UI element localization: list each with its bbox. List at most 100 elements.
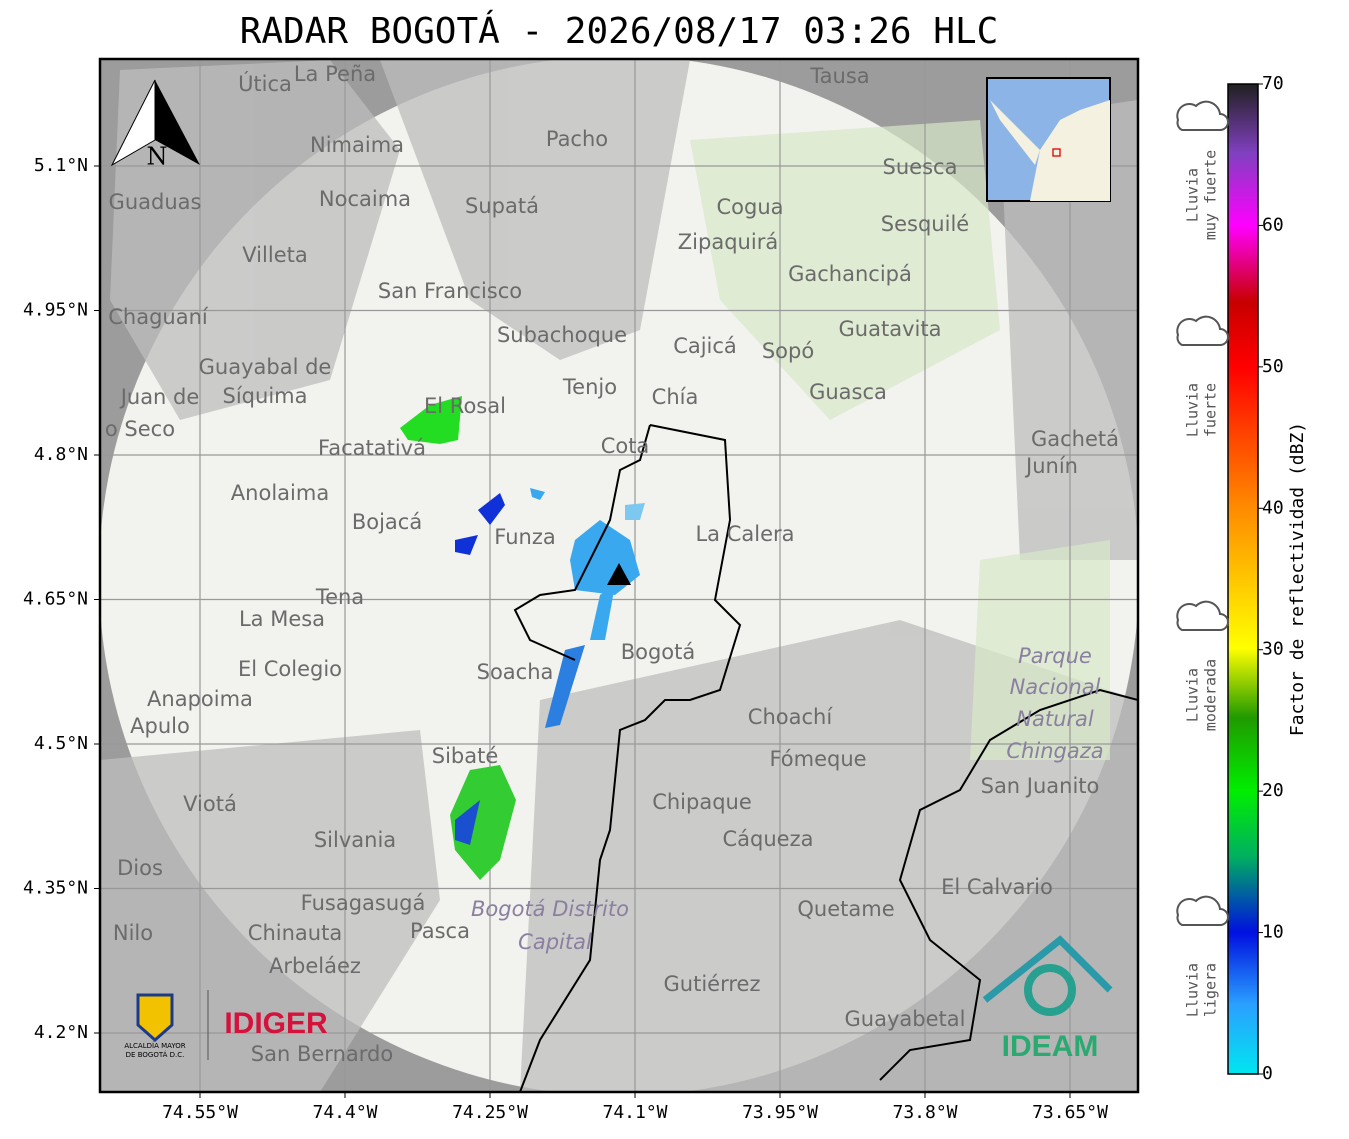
place-label: Bojacá — [352, 510, 422, 534]
place-label: Anolaima — [231, 481, 329, 505]
radar-site — [607, 563, 631, 585]
place-label: Silvania — [314, 828, 396, 852]
title: RADAR BOGOTÁ - 2026/08/17 03:26 HLC — [240, 10, 999, 52]
place-label: Chinauta — [248, 921, 342, 945]
lat-label: 4.35°N — [23, 878, 88, 899]
place-label: Gachetá — [1031, 427, 1119, 451]
rain-category: Lluvia — [1184, 168, 1202, 222]
radar-echoes — [400, 396, 645, 880]
map-frame — [98, 57, 1140, 1094]
place-label: Bogotá — [621, 640, 696, 664]
colorbar-label: Factor de reflectividad (dBZ) — [1287, 422, 1308, 736]
place-label: Guayabal de — [199, 355, 332, 379]
lon-label: 74.55°W — [162, 1102, 238, 1123]
place-label: Nimaima — [310, 133, 404, 157]
colorbar-tick-label: 70 — [1262, 73, 1284, 94]
place-label: Apulo — [130, 714, 190, 738]
place-label: Choachí — [748, 705, 834, 729]
colorbar-tick-label: 40 — [1262, 497, 1284, 518]
place-label: Sesquilé — [881, 212, 969, 236]
place-label: Zipaquirá — [678, 230, 778, 254]
place-label: Sibaté — [432, 744, 499, 768]
place-label: Subachoque — [497, 323, 627, 347]
department-boundary — [879, 688, 1138, 1081]
rain-icon — [1176, 315, 1229, 346]
lon-label: 74.4°W — [312, 1102, 377, 1123]
place-label: Junín — [1024, 454, 1078, 478]
idiger-logo: IDIGER — [224, 1007, 328, 1040]
place-label: Anapoima — [147, 687, 253, 711]
place-label: Síquima — [223, 384, 308, 408]
rain-category: ligera — [1202, 963, 1220, 1017]
place-label: La Mesa — [239, 607, 325, 631]
lat-label: 4.2°N — [34, 1022, 88, 1043]
place-label: Tenjo — [562, 375, 617, 399]
colorbar-tick-label: 10 — [1262, 922, 1284, 943]
place-label: Arbeláez — [269, 954, 361, 978]
place-label: Gachancipá — [788, 262, 912, 286]
place-label: La Calera — [695, 522, 794, 546]
alcaldia-text: ALCALDÍA MAYOR — [124, 1041, 185, 1050]
place-label: Soacha — [477, 660, 554, 684]
place-label: Pasca — [410, 919, 470, 943]
place-label: Chía — [652, 385, 699, 409]
rain-icon — [1176, 600, 1229, 631]
colorbar — [1227, 83, 1259, 1075]
place-label: Funza — [494, 525, 555, 549]
lon-label: 73.65°W — [1032, 1102, 1108, 1123]
ideam-logo: IDEAM — [982, 935, 1113, 1063]
place-label: Natural — [1016, 707, 1094, 731]
alcaldia-text: DE BOGOTÁ D.C. — [126, 1050, 185, 1059]
place-label: El Rosal — [424, 394, 506, 418]
lon-label: 73.8°W — [892, 1102, 957, 1123]
place-label: Capital — [518, 930, 592, 954]
north-label: N — [147, 143, 168, 171]
lon-label: 73.95°W — [742, 1102, 818, 1123]
rain-icon — [1176, 895, 1229, 926]
colorbar-tick-label: 30 — [1262, 639, 1284, 660]
colorbar-tick-label: 20 — [1262, 780, 1284, 801]
place-label: La Peña — [294, 62, 376, 86]
place-label: Cajicá — [673, 334, 737, 358]
axes: 5.1°N 4.95°N 4.8°N 4.65°N 4.5°N 4.35°N 4.2°N 74… — [23, 73, 1284, 1123]
rain-category: Lluvia — [1184, 963, 1202, 1017]
district-boundary — [513, 424, 742, 1092]
place-label: Fómeque — [769, 747, 866, 771]
place-label: Chaguaní — [108, 305, 209, 329]
place-label: Parque — [1018, 644, 1092, 668]
place-label: El Calvario — [941, 875, 1053, 899]
place-label: Quetame — [797, 897, 894, 921]
place-label: Cota — [601, 434, 650, 458]
place-label: Fusagasugá — [301, 891, 426, 915]
place-label: Viotá — [183, 792, 237, 816]
lat-label: 4.95°N — [23, 300, 88, 321]
rain-category: Lluvia — [1184, 383, 1202, 437]
place-label: Villeta — [242, 243, 307, 267]
place-label: Guasca — [809, 380, 887, 404]
lat-label: 5.1°N — [34, 155, 88, 176]
place-labels: Útica La Peña Tausa Pacho Nimaima Suesca Guadu… — [105, 62, 1119, 1066]
place-label: Guaduas — [109, 190, 202, 214]
place-label: o Seco — [105, 417, 175, 441]
place-label: Cogua — [716, 195, 783, 219]
lat-label: 4.5°N — [34, 733, 88, 754]
place-label: Bogotá Distrito — [471, 897, 629, 921]
north-arrow: N — [110, 79, 200, 171]
place-label: San Francisco — [378, 279, 522, 303]
place-label: Chingaza — [1006, 739, 1103, 763]
rain-category: moderada — [1202, 659, 1220, 731]
place-label: Facatativá — [318, 436, 426, 460]
rain-category: fuerte — [1202, 383, 1220, 437]
ideam-text: IDEAM — [1002, 1030, 1099, 1063]
place-label: Nocaima — [319, 187, 411, 211]
place-label: Pacho — [546, 127, 608, 151]
place-label: Supatá — [465, 194, 539, 218]
place-label: Chipaque — [652, 790, 752, 814]
place-label: Tausa — [809, 64, 869, 88]
place-label: Dios — [117, 856, 163, 880]
place-label: Tena — [315, 585, 364, 609]
lat-label: 4.8°N — [34, 444, 88, 465]
place-label: Gutiérrez — [664, 972, 761, 996]
